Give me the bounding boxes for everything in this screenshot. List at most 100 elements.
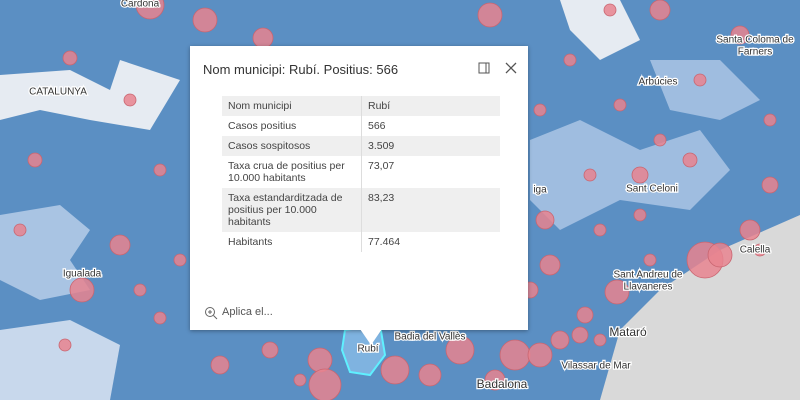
case-circle — [535, 210, 555, 230]
case-circle — [109, 234, 131, 256]
place-label: Llavaneres — [624, 282, 673, 293]
case-circle — [445, 335, 475, 365]
case-circle — [13, 223, 27, 237]
cell-field: Casos sospitosos — [222, 136, 362, 156]
case-circle — [418, 363, 442, 387]
cell-field: Taxa estandarditzada de positius per 10.… — [222, 188, 362, 232]
case-circle — [484, 369, 506, 391]
region-light — [0, 320, 120, 400]
cell-value: 83,23 — [368, 192, 395, 204]
case-circle — [763, 113, 777, 127]
case-circle — [477, 2, 503, 28]
region-light — [650, 60, 760, 120]
case-circle — [62, 50, 78, 66]
case-circle — [499, 339, 531, 371]
case-circle — [631, 166, 649, 184]
table-row: Nom municipi Rubí — [222, 96, 500, 116]
place-label: Calella — [740, 245, 771, 256]
region-light — [530, 120, 730, 230]
cell-value: 77.464 — [368, 236, 401, 248]
popup-title: Nom municipi: Rubí. Positius: 566 — [203, 62, 399, 77]
case-circle — [192, 7, 218, 33]
case-circle — [576, 306, 594, 324]
place-label: Sant Andreu de — [614, 270, 683, 281]
case-circle — [643, 253, 657, 267]
place-label: CATALUNYA — [29, 87, 87, 98]
table-row: Habitants 77.464 — [222, 232, 500, 252]
popup-pointer — [360, 329, 382, 345]
case-circle — [380, 355, 410, 385]
case-circle — [133, 283, 147, 297]
table-row: Casos sospitosos 3.509 — [222, 136, 500, 156]
place-label: Mataró — [609, 325, 647, 339]
case-circle — [653, 133, 667, 147]
attribute-table: Nom municipi Rubí Casos positius 566 Casos s… — [222, 96, 500, 252]
case-circle — [707, 242, 733, 268]
place-label: Sant Celoni — [626, 184, 678, 195]
popup: Nom municipi: Rubí. Positius: 566 Nom mu… — [190, 46, 528, 330]
cell-field: Taxa crua de positius per 10.000 habitan… — [222, 156, 362, 188]
case-circle — [307, 347, 333, 373]
case-circle — [571, 326, 589, 344]
place-label: Badalona — [477, 377, 528, 391]
case-circle — [173, 253, 187, 267]
zoom-action[interactable]: Aplica el... — [222, 306, 273, 318]
case-circle — [135, 0, 165, 20]
case-circle — [761, 176, 779, 194]
case-circle — [593, 223, 607, 237]
case-circle — [730, 25, 750, 45]
case-circle — [583, 168, 597, 182]
case-circle — [603, 3, 617, 17]
table-row: Taxa crua de positius per 10.000 habitan… — [222, 156, 500, 188]
case-circle — [123, 93, 137, 107]
case-circle — [539, 254, 561, 276]
place-label: Igualada — [63, 269, 102, 280]
cell-value: 73,07 — [368, 160, 395, 172]
sea — [600, 215, 800, 400]
case-circle — [753, 243, 767, 257]
place-label: iga — [533, 185, 547, 196]
zoom-icon[interactable] — [204, 306, 218, 320]
case-circle — [261, 341, 279, 359]
place-label: Arbúcies — [639, 77, 678, 88]
case-circle — [293, 373, 307, 387]
case-circle — [69, 277, 95, 303]
case-circle — [527, 342, 553, 368]
case-circle — [308, 368, 342, 400]
place-label: Badia del Vallès — [395, 332, 466, 343]
case-circle — [58, 338, 72, 352]
region-light — [0, 60, 180, 130]
cell-field: Casos positius — [222, 116, 362, 136]
case-circle — [533, 103, 547, 117]
place-label: Rubí — [357, 344, 378, 355]
case-circle — [153, 163, 167, 177]
cell-field: Habitants — [222, 232, 362, 252]
case-circle — [550, 330, 570, 350]
case-circle — [27, 152, 43, 168]
place-label: Santa Coloma de — [716, 35, 794, 46]
case-circle — [649, 0, 671, 21]
case-circle — [593, 333, 607, 347]
cell-field: Nom municipi — [222, 96, 362, 116]
case-circle — [563, 53, 577, 67]
maximize-button[interactable] — [478, 62, 490, 74]
table-row: Casos positius 566 — [222, 116, 500, 136]
place-label: Vilassar de Mar — [561, 361, 631, 372]
case-circle — [210, 355, 230, 375]
place-label: Farners — [738, 47, 772, 58]
case-circle — [682, 152, 698, 168]
close-button[interactable] — [505, 62, 517, 74]
case-circle — [153, 311, 167, 325]
case-circle — [693, 73, 707, 87]
place-label: Cardona — [121, 0, 160, 10]
cell-value: 3.509 — [368, 140, 395, 152]
case-circle — [613, 98, 627, 112]
table-row: Taxa estandarditzada de positius per 10.… — [222, 188, 500, 232]
cell-value: 566 — [368, 120, 386, 132]
cell-value: Rubí — [368, 100, 391, 112]
region-light — [560, 0, 640, 60]
case-circle — [252, 27, 274, 49]
case-circle — [633, 208, 647, 222]
